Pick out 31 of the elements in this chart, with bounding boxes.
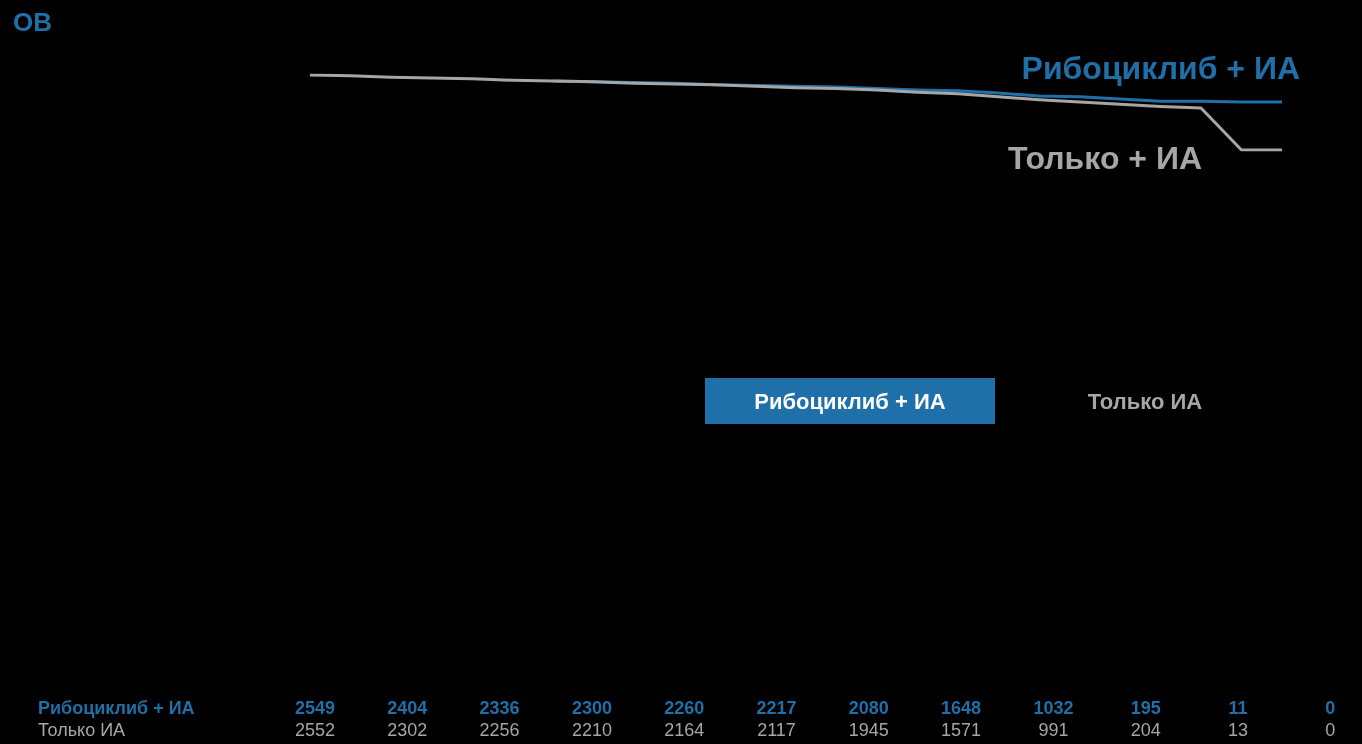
- text: 13: [1227, 720, 1249, 740]
- text: 2552: [294, 720, 336, 740]
- text: 2117: [757, 720, 796, 740]
- text: Только ИА: [38, 720, 126, 740]
- text: 11: [1228, 698, 1248, 718]
- text: Рибоциклиб + ИА: [754, 388, 946, 414]
- text: 1648: [941, 698, 982, 718]
- text: 1032: [1033, 698, 1074, 718]
- text: Только ИА: [1087, 388, 1203, 414]
- text: 2164: [664, 720, 705, 740]
- text: 2080: [848, 698, 889, 718]
- text: 2302: [387, 720, 428, 740]
- text: 2404: [387, 698, 428, 718]
- text: 2210: [571, 720, 612, 740]
- text: 2336: [479, 698, 520, 718]
- text: 0: [1325, 698, 1336, 718]
- series-label: Рибоциклиб + ИА: [1021, 50, 1300, 86]
- text: 204: [1130, 720, 1161, 740]
- text: 0: [1325, 720, 1336, 740]
- series-label: Только + ИА: [1008, 140, 1202, 176]
- text: 2549: [294, 698, 336, 718]
- text: Рибоциклиб + ИА: [38, 698, 195, 718]
- text: 1571: [941, 720, 982, 740]
- text: 1945: [848, 720, 889, 740]
- text: 991: [1038, 720, 1069, 740]
- text: 2300: [571, 698, 612, 718]
- text: 2217: [756, 698, 797, 718]
- text: ОВ: [13, 7, 52, 37]
- text: 195: [1130, 698, 1161, 718]
- text: 2256: [479, 720, 520, 740]
- text: 2260: [664, 698, 705, 718]
